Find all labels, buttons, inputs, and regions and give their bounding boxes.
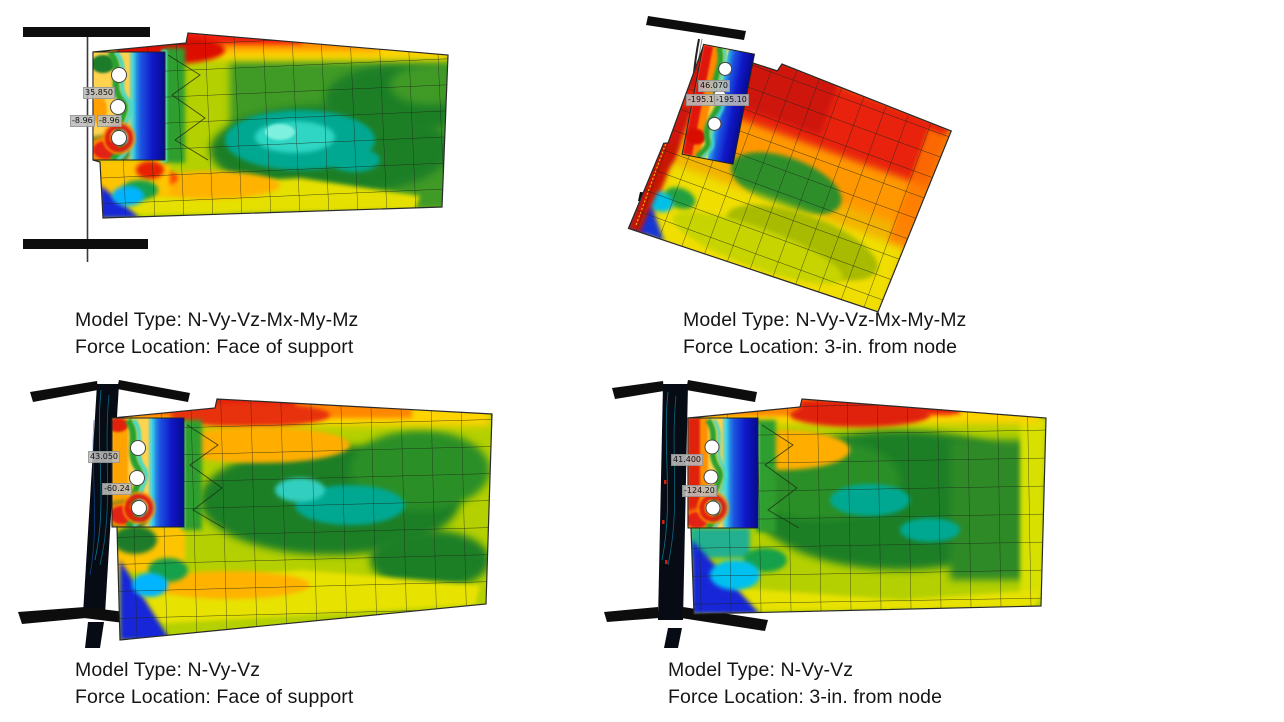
bolt-hole-icon [111, 67, 127, 83]
caption-force-location: Force Location: 3-in. from node [668, 686, 943, 708]
bolt-hole-icon [718, 61, 733, 76]
annotation-label: -124.20 [682, 485, 717, 497]
annotation-label: 41.400 [671, 454, 703, 466]
annotation-label: -195.10 [686, 94, 721, 106]
bolt-hole-icon [129, 470, 145, 486]
caption-force-location: Force Location: Face of support [75, 336, 354, 358]
annotation-label: 46.070 [698, 80, 730, 92]
panel-top-right-graphic [627, 16, 953, 321]
caption-top-right: Model Type: N-Vy-Vz-Mx-My-Mz Force Locat… [683, 307, 966, 361]
caption-top-left: Model Type: N-Vy-Vz-Mx-My-Mz Force Locat… [75, 307, 358, 361]
annotation-label: -195.10 [714, 94, 749, 106]
bolt-hole-icon [707, 116, 722, 131]
caption-model-type: Model Type: N-Vy-Vz [75, 659, 261, 681]
caption-force-location: Force Location: Face of support [75, 686, 354, 708]
bolt-hole-icon [705, 500, 721, 516]
caption-force-location: Force Location: 3-in. from node [683, 336, 958, 358]
shear-plate-contour [93, 52, 165, 160]
bolt-hole-icon [130, 440, 146, 456]
beam-web-contour [688, 399, 1046, 614]
caption-model-type: Model Type: N-Vy-Vz [668, 659, 854, 681]
bolt-hole-icon [703, 469, 719, 485]
column-graphic [23, 27, 150, 262]
shear-plate-contour [688, 418, 758, 528]
annotation-label: 35.850 [83, 87, 115, 99]
bolt-hole-icon [111, 130, 127, 146]
caption-bottom-right: Model Type: N-Vy-Vz Force Location: 3-in… [668, 657, 942, 711]
annotation-label: 43.050 [88, 451, 120, 463]
annotation-label: -8.96 [97, 115, 122, 127]
bolt-hole-icon [704, 439, 720, 455]
panel-bottom-left-graphic [18, 380, 493, 648]
bolt-hole-icon [110, 99, 126, 115]
annotation-label: -8.96 [70, 115, 95, 127]
caption-model-type: Model Type: N-Vy-Vz-Mx-My-Mz [75, 309, 359, 331]
annotation-label: -60.24 [102, 483, 132, 495]
beam-web-contour [628, 33, 953, 321]
panel-top-left-graphic [23, 27, 449, 262]
bolt-hole-icon [131, 500, 147, 516]
panel-bottom-right-graphic [604, 380, 1047, 648]
shear-plate-contour [112, 418, 184, 527]
caption-model-type: Model Type: N-Vy-Vz-Mx-My-Mz [683, 309, 967, 331]
caption-bottom-left: Model Type: N-Vy-Vz Force Location: Face… [75, 657, 353, 711]
